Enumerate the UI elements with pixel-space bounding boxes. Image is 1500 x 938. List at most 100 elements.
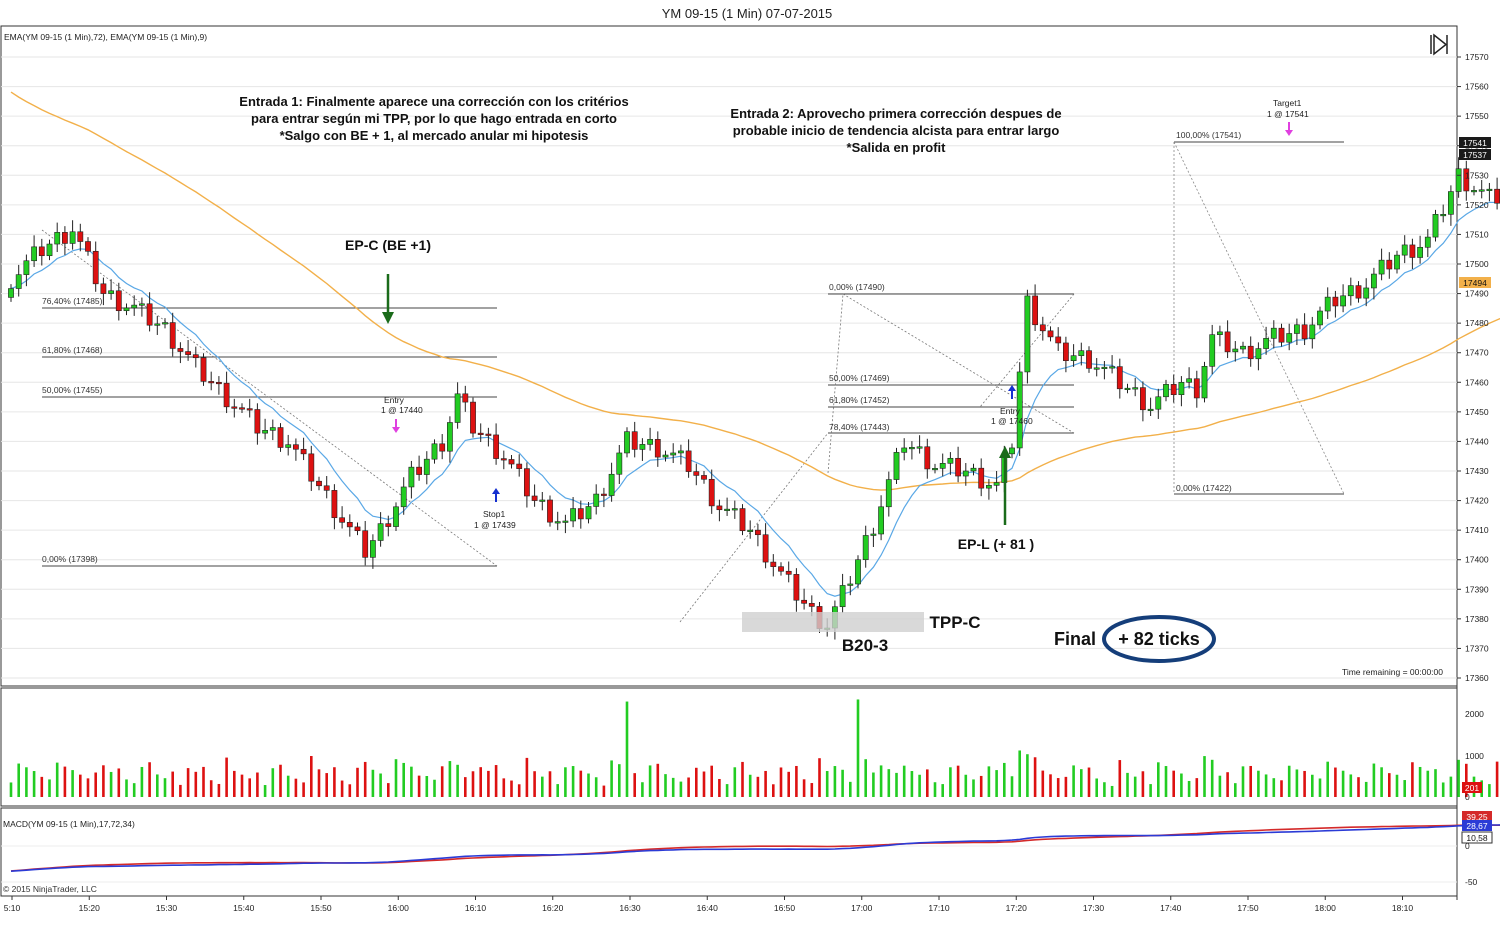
volume-bar <box>541 776 544 797</box>
candle-body <box>1463 168 1470 192</box>
volume-bar <box>949 767 952 797</box>
volume-bar <box>317 769 321 797</box>
volume-bar <box>71 770 74 797</box>
volume-bar <box>702 771 706 797</box>
candle-body <box>1039 324 1046 332</box>
candle-body <box>285 444 292 448</box>
volume-bar <box>171 771 174 797</box>
volume-bar <box>94 772 97 797</box>
candle-body <box>500 458 507 461</box>
y-tick-label: 17410 <box>1465 525 1489 535</box>
volume-bar <box>117 768 121 797</box>
candle-body <box>185 351 191 355</box>
candle-body <box>955 457 961 477</box>
candle-body <box>246 408 253 411</box>
candle-body <box>1032 295 1038 326</box>
volume-bar <box>1126 772 1129 797</box>
volume-bar <box>9 782 13 797</box>
volume-bar <box>1295 769 1299 797</box>
volume-bar <box>926 769 929 797</box>
volume-bar <box>1249 765 1252 797</box>
candle-body <box>508 459 515 465</box>
copyright: © 2015 NinjaTrader, LLC <box>3 884 97 894</box>
candle-body <box>647 439 653 445</box>
candle-body <box>1478 189 1485 192</box>
fib3-level-100: 100,00% (17541) <box>1176 130 1241 140</box>
candle-body <box>1163 384 1169 398</box>
y-tick-label: 17450 <box>1465 407 1489 417</box>
volume-bar <box>1349 774 1353 797</box>
volume-tick-label: 2000 <box>1465 709 1484 719</box>
x-tick-label: 17:30 <box>1083 903 1105 913</box>
y-axis: 17360 17370 17380 17390 17400 17410 17420 17430… <box>1457 52 1489 887</box>
candle-body <box>1140 387 1146 411</box>
volume-bar <box>1334 767 1337 797</box>
volume-bar <box>217 783 221 797</box>
volume-bar <box>964 774 968 797</box>
candle-body <box>985 485 992 489</box>
candle-body <box>1055 336 1062 344</box>
candle-body <box>1201 366 1208 399</box>
volume-bar <box>1257 770 1260 797</box>
candle-body <box>423 458 430 475</box>
candle-body <box>970 467 977 472</box>
candle-body <box>77 231 84 242</box>
x-tick-label: 17:40 <box>1160 903 1182 913</box>
entry2-price: 1 @ 17460 <box>991 416 1033 426</box>
candle-body <box>1263 338 1269 349</box>
volume-bar <box>756 776 760 797</box>
volume-bar <box>1141 771 1145 797</box>
volume-bar <box>263 785 267 797</box>
candle-body <box>369 540 376 558</box>
volume-bar <box>1018 750 1021 797</box>
candle-body <box>1116 366 1123 390</box>
volume-bar <box>248 778 251 797</box>
macd-tick-label: 0 <box>1465 841 1470 851</box>
price-badge-ema <box>1459 277 1491 288</box>
candle-body <box>1217 331 1223 335</box>
candle-body <box>1232 348 1239 353</box>
candle-body <box>1455 168 1462 192</box>
candle-body <box>685 450 692 472</box>
volume-bar <box>125 779 128 797</box>
candle-body <box>793 574 800 601</box>
volume-bar <box>1056 778 1060 797</box>
candle-body <box>1471 190 1477 193</box>
candle-body <box>92 250 99 285</box>
scroll-to-end-icon[interactable] <box>1430 33 1448 56</box>
volume-bar <box>1311 774 1314 797</box>
fib1-level-764: 76,40% (17485) <box>42 296 103 306</box>
candle-body <box>1247 345 1254 360</box>
volume-bar <box>1380 767 1383 797</box>
volume-bar <box>140 766 144 797</box>
volume-bar <box>872 772 875 797</box>
price-badge-target-text: 17541 <box>1463 138 1487 148</box>
candle-body <box>962 470 969 477</box>
y-tick-label: 17380 <box>1465 614 1489 624</box>
candle-body <box>131 304 138 309</box>
volume-bar <box>802 779 806 797</box>
candle-body <box>400 486 407 508</box>
volume-bar <box>641 782 644 797</box>
volume-bar <box>1318 778 1322 797</box>
target1-price: 1 @ 17541 <box>1267 109 1309 119</box>
candle-body <box>416 466 422 475</box>
candle-body <box>100 283 107 294</box>
candle-body <box>908 447 915 450</box>
price-badge-last-text: 17537 <box>1463 150 1487 160</box>
ema9-line <box>10 201 1500 597</box>
candle-body <box>1448 191 1454 215</box>
y-tick-label: 17470 <box>1465 348 1489 358</box>
candle-body <box>331 490 338 519</box>
candle-body <box>1240 345 1246 350</box>
volume-bars <box>9 699 1499 797</box>
candle-body <box>385 523 392 527</box>
candle-body <box>893 452 900 480</box>
volume-bar <box>956 765 960 797</box>
candle-body <box>1047 330 1054 338</box>
candle-body <box>139 303 145 306</box>
volume-bar <box>310 756 313 797</box>
volume-bar <box>1411 762 1414 797</box>
candle-body <box>1124 387 1131 391</box>
